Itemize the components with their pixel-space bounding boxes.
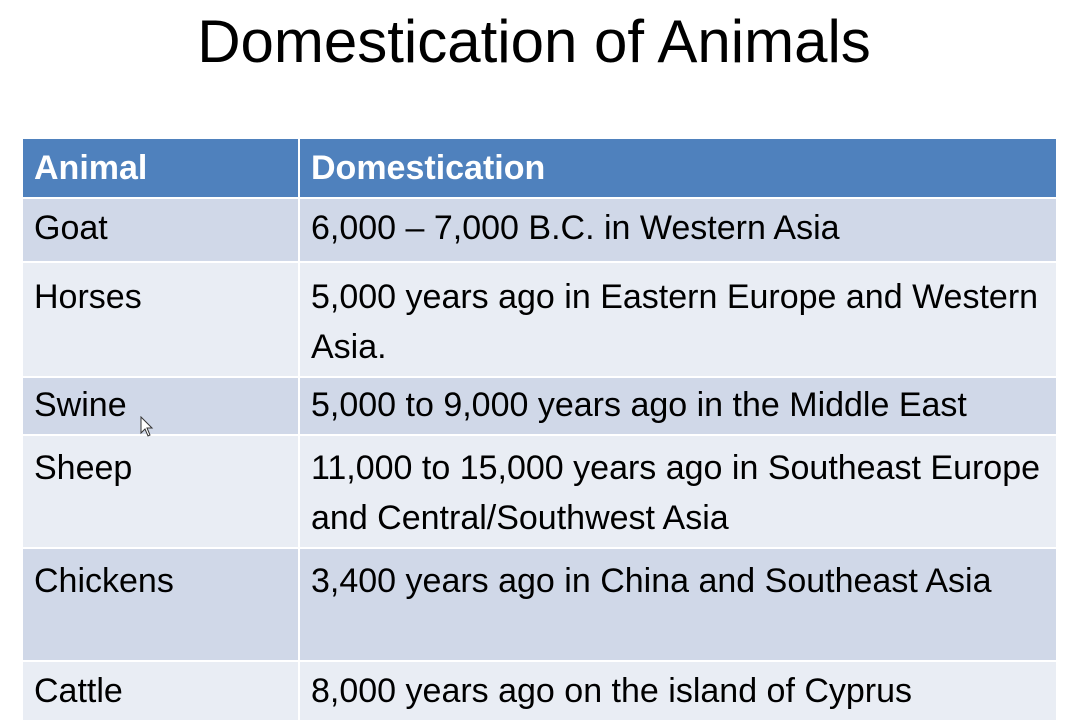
animal-cell: Cattle (21, 660, 300, 722)
table-row: Sheep 11,000 to 15,000 years ago in Sout… (21, 434, 1058, 549)
domestication-cell: 6,000 – 7,000 B.C. in Western Asia (298, 197, 1058, 263)
domestication-table: Animal Domestication Goat 6,000 – 7,000 … (21, 137, 1058, 722)
slide-title: Domestication of Animals (197, 8, 871, 75)
animal-cell: Chickens (21, 547, 300, 662)
table-row: Goat 6,000 – 7,000 B.C. in Western Asia (21, 197, 1058, 263)
domestication-cell: 5,000 years ago in Eastern Europe and We… (298, 261, 1058, 378)
table-row: Horses 5,000 years ago in Eastern Europe… (21, 261, 1058, 378)
table-header-row: Animal Domestication (21, 137, 1058, 199)
domestication-cell: 11,000 to 15,000 years ago in Southeast … (298, 434, 1058, 549)
animal-cell: Horses (21, 261, 300, 378)
mouse-pointer-icon (140, 416, 154, 437)
domestication-cell: 8,000 years ago on the island of Cyprus (298, 660, 1058, 722)
column-header-domestication: Domestication (298, 137, 1058, 199)
domestication-cell: 3,400 years ago in China and Southeast A… (298, 547, 1058, 662)
animal-cell: Swine (21, 376, 300, 436)
table-row: Swine 5,000 to 9,000 years ago in the Mi… (21, 376, 1058, 436)
domestication-cell: 5,000 to 9,000 years ago in the Middle E… (298, 376, 1058, 436)
column-header-animal: Animal (21, 137, 300, 199)
animal-cell: Goat (21, 197, 300, 263)
animal-cell: Sheep (21, 434, 300, 549)
table-row: Cattle 8,000 years ago on the island of … (21, 660, 1058, 722)
table-row: Chickens 3,400 years ago in China and So… (21, 547, 1058, 662)
